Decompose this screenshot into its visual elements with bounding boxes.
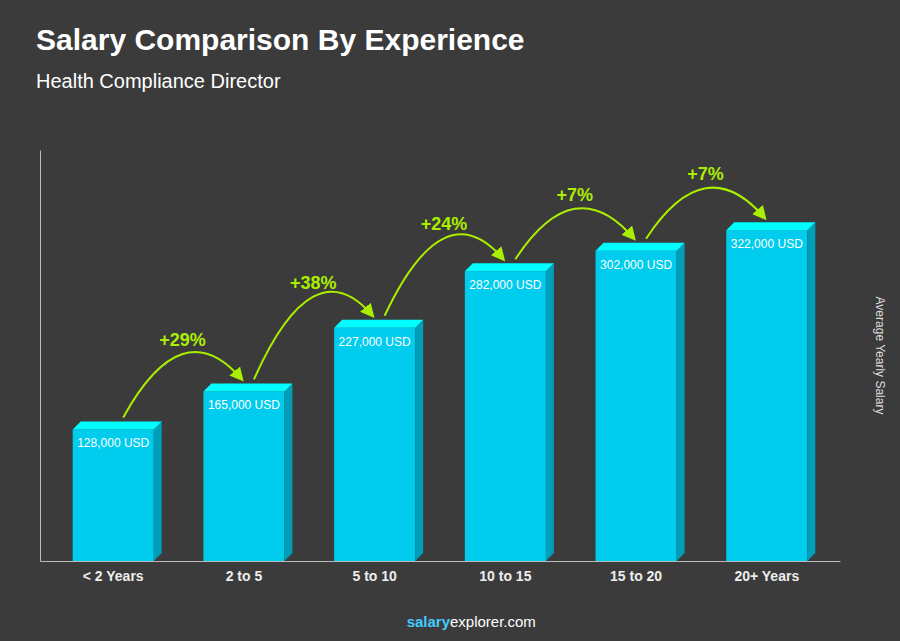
bar-front — [73, 429, 154, 561]
bar-front — [726, 230, 807, 561]
change-arrow — [254, 292, 373, 380]
x-tick: 2 to 5 — [226, 561, 263, 584]
x-tick: 15 to 20 — [610, 561, 662, 584]
bar-top — [334, 320, 423, 328]
bar-top — [465, 263, 554, 271]
background — [0, 0, 900, 641]
bar-side — [154, 421, 162, 561]
chart: < 2 Years 2 to 5 5 to 10 10 to 15 15 to 20 20… — [0, 0, 900, 641]
value-label: 227,000 USD — [339, 335, 411, 349]
subtitle: Health Compliance Director — [36, 70, 281, 92]
x-tick-label: 10 to 15 — [479, 568, 531, 584]
change-label: +29% — [159, 330, 206, 350]
change-arrow — [515, 208, 634, 259]
bar-side — [284, 383, 292, 561]
bar-top — [596, 243, 685, 251]
bar — [203, 383, 292, 561]
change-label: +38% — [290, 273, 337, 293]
change-arrow — [646, 188, 765, 239]
bar-front — [203, 391, 284, 561]
y-axis-line — [40, 151, 41, 562]
footer-text: explorer.com — [450, 613, 536, 630]
plot: < 2 Years 2 to 5 5 to 10 10 to 15 15 to 20 20… — [41, 151, 841, 584]
value-label: 322,000 USD — [731, 237, 803, 251]
x-tick-label: 20+ Years — [734, 568, 799, 584]
bar — [726, 222, 815, 561]
bar-side — [677, 243, 685, 561]
y-axis — [40, 151, 41, 562]
bar-side — [807, 222, 815, 561]
bars — [73, 222, 816, 561]
bar-side — [415, 320, 423, 561]
bar-side — [546, 263, 554, 561]
x-axis-line — [41, 561, 841, 562]
value-label: 282,000 USD — [469, 278, 541, 292]
x-tick: 20+ Years — [734, 561, 799, 584]
x-tick-label: 5 to 10 — [352, 568, 397, 584]
bar-front — [465, 271, 546, 561]
x-tick: 5 to 10 — [352, 561, 397, 584]
value-label: 128,000 USD — [77, 436, 149, 450]
x-tick-label: 15 to 20 — [610, 568, 662, 584]
bar — [596, 243, 685, 561]
x-axis: < 2 Years 2 to 5 5 to 10 10 to 15 15 to 20 20… — [41, 561, 841, 584]
footer-text: salary — [407, 613, 451, 630]
change-arrow — [123, 352, 242, 418]
bar-top — [726, 222, 815, 230]
change-label: +7% — [687, 164, 724, 184]
bar-top — [203, 383, 292, 391]
value-label: 165,000 USD — [208, 398, 280, 412]
x-tick: < 2 Years — [83, 561, 144, 584]
y-label: Average Yearly Salary — [873, 297, 887, 415]
title: Salary Comparison By Experience — [36, 23, 525, 56]
value-labels: 128,000 USD 165,000 USD 227,000 USD 282,000… — [77, 237, 803, 450]
bar — [465, 263, 554, 561]
bar — [334, 320, 423, 561]
x-tick-label: 2 to 5 — [226, 568, 263, 584]
bar-top — [73, 421, 162, 429]
change-label: +24% — [421, 214, 468, 234]
x-tick: 10 to 15 — [479, 561, 531, 584]
bar — [73, 421, 162, 561]
bar-front — [334, 328, 415, 561]
x-tick-label: < 2 Years — [83, 568, 144, 584]
change-label: +7% — [556, 185, 593, 205]
bar-front — [596, 251, 677, 561]
change-arrow — [385, 234, 504, 315]
change-annotations: +29% +38% +24% +7% +7% — [123, 164, 765, 417]
value-label: 302,000 USD — [600, 258, 672, 272]
